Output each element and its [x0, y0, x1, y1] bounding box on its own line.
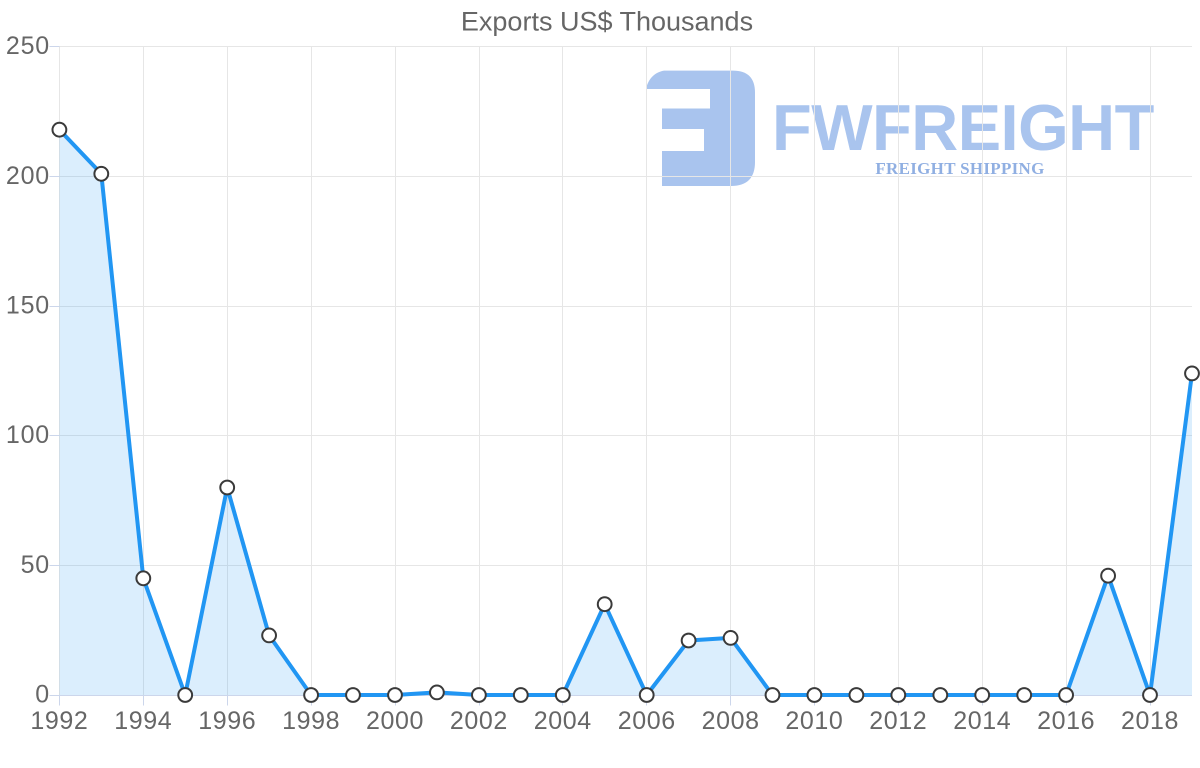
svg-text:50: 50: [21, 551, 50, 579]
svg-text:1994: 1994: [114, 707, 172, 735]
svg-text:FREIGHT SHIPPING: FREIGHT SHIPPING: [875, 159, 1044, 178]
svg-text:200: 200: [6, 162, 50, 190]
svg-text:2010: 2010: [785, 707, 843, 735]
svg-text:2014: 2014: [953, 707, 1011, 735]
svg-text:1998: 1998: [282, 707, 340, 735]
svg-text:2012: 2012: [869, 707, 927, 735]
svg-text:Exports US$ Thousands: Exports US$ Thousands: [461, 7, 753, 37]
svg-text:2018: 2018: [1121, 707, 1179, 735]
svg-text:2016: 2016: [1037, 707, 1095, 735]
svg-text:2002: 2002: [450, 707, 508, 735]
svg-text:2004: 2004: [534, 707, 592, 735]
svg-text:150: 150: [6, 292, 50, 320]
svg-text:0: 0: [35, 681, 50, 709]
svg-text:FWFREIGHT: FWFREIGHT: [772, 91, 1154, 164]
svg-text:1996: 1996: [198, 707, 256, 735]
svg-text:2000: 2000: [366, 707, 424, 735]
svg-text:2006: 2006: [618, 707, 676, 735]
svg-text:250: 250: [6, 32, 50, 60]
svg-text:100: 100: [6, 421, 50, 449]
svg-text:1992: 1992: [30, 707, 88, 735]
svg-text:2008: 2008: [702, 707, 760, 735]
